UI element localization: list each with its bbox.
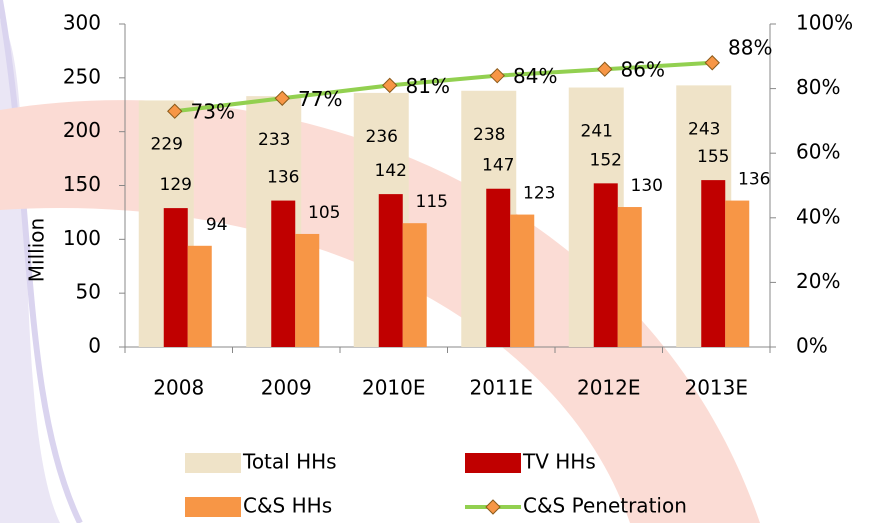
legend-marker (485, 499, 501, 515)
x-tick-label: 2012E (577, 376, 641, 400)
bar (402, 223, 427, 347)
data-label: 238 (473, 125, 505, 145)
bar (295, 233, 320, 347)
data-label: 115 (416, 192, 448, 212)
data-label: 152 (590, 150, 622, 170)
legend-swatch (185, 497, 241, 517)
line-marker (167, 103, 183, 119)
bar (510, 214, 535, 347)
bar (486, 188, 511, 347)
y-axis-label: Million (25, 218, 49, 282)
data-label: 229 (151, 134, 183, 154)
data-label: 84% (513, 64, 557, 88)
y-tick-label: 100 (63, 226, 101, 250)
bar (701, 180, 726, 347)
data-label: 105 (308, 203, 340, 223)
y-tick-label: 200 (63, 118, 101, 142)
data-label: 243 (688, 119, 720, 139)
data-label: 77% (298, 87, 342, 111)
x-tick-label: 2008 (153, 376, 204, 400)
y-tick-label: 150 (63, 172, 101, 196)
x-tick-label: 2011E (469, 376, 533, 400)
y2-tick-label: 0% (796, 334, 828, 358)
bar (271, 200, 296, 347)
data-label: 241 (581, 122, 613, 142)
bar (725, 200, 750, 347)
data-label: 233 (258, 130, 290, 150)
line-marker (382, 77, 398, 94)
legend-label: Total HHs (242, 450, 337, 474)
data-label: 73% (191, 100, 235, 124)
y-tick-label: 0 (88, 334, 101, 358)
line-marker (489, 67, 505, 84)
bar (378, 194, 403, 347)
y-tick-label: 300 (63, 11, 101, 35)
watermark-line (0, 0, 83, 523)
y2-tick-label: 60% (796, 140, 840, 164)
data-label: 86% (621, 58, 665, 82)
data-label: 155 (697, 147, 729, 167)
y-tick-label: 250 (63, 64, 101, 88)
y2-tick-label: 100% (796, 11, 853, 35)
line-marker (274, 90, 290, 106)
data-label: 94 (206, 215, 228, 235)
x-tick-label: 2010E (362, 376, 426, 400)
bar (617, 207, 642, 347)
line-marker (704, 55, 720, 71)
line-marker (597, 61, 613, 77)
bar (163, 208, 188, 347)
line (174, 60, 713, 114)
bar (187, 245, 212, 347)
y2-tick-label: 80% (796, 75, 840, 99)
data-label: 147 (482, 156, 514, 176)
data-label: 123 (523, 184, 555, 204)
y-tick-label: 50 (76, 280, 101, 304)
data-label: 88% (728, 35, 772, 59)
y2-tick-label: 40% (796, 204, 840, 228)
data-label: 81% (406, 74, 450, 98)
data-label: 142 (375, 161, 407, 181)
y2-tick-label: 20% (796, 269, 840, 293)
legend-swatch (185, 453, 241, 473)
legend-swatch (465, 453, 521, 473)
x-tick-label: 2009 (261, 376, 312, 400)
data-label: 130 (631, 176, 663, 196)
data-label: 136 (267, 168, 299, 188)
legend-label: C&S Penetration (523, 494, 687, 518)
data-label: 129 (160, 175, 192, 195)
legend-label: C&S HHs (243, 494, 332, 518)
data-label: 136 (738, 170, 770, 190)
legend-label: TV HHs (522, 450, 596, 474)
bar (593, 183, 618, 347)
data-label: 236 (366, 127, 398, 147)
x-tick-label: 2013E (684, 376, 748, 400)
